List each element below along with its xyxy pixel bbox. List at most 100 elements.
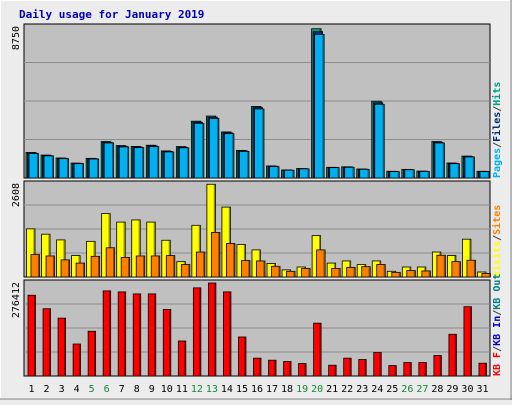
bar-kb-f-day-30 xyxy=(463,306,472,377)
bar-pages-day-18 xyxy=(284,169,295,179)
x-label-day-13: 13 xyxy=(206,384,218,395)
x-label-day-17: 17 xyxy=(266,384,278,395)
bar-pages-day-13-body xyxy=(208,118,220,179)
day-6-bars xyxy=(102,290,112,377)
chart-panels: 8750Pages/Files/Hits2608Visits/Sites2764… xyxy=(11,23,503,377)
bar-pages-day-18-body xyxy=(284,169,295,179)
bar-pages-day-8 xyxy=(133,147,145,179)
bar-sites-day-31-shade xyxy=(488,273,491,277)
bar-sites-day-9-shade xyxy=(158,256,160,277)
bar-pages-day-2-shade xyxy=(51,156,54,178)
bar-kb-f-day-20 xyxy=(313,322,322,377)
bar-kb-f-day-25 xyxy=(388,365,397,377)
chart-title: Daily usage for January 2019 xyxy=(19,8,204,21)
bar-pages-day-5-body xyxy=(88,158,100,179)
legend-label-0: KB F xyxy=(492,352,503,376)
day-20-bars xyxy=(311,28,325,179)
legend-label-2: Files xyxy=(491,112,503,142)
bar-pages-day-29-body xyxy=(449,163,460,179)
bar-kb-f-day-27-shade xyxy=(424,362,426,376)
day-12-bars xyxy=(192,287,202,377)
series-legend: KB F/KB In/KB Out xyxy=(492,274,503,376)
bar-kb-f-day-19 xyxy=(298,363,307,377)
legend-label-0: Visits xyxy=(491,241,503,277)
day-25-bars xyxy=(386,270,401,278)
bar-kb-f-day-1 xyxy=(27,294,36,377)
bar-pages-day-22-shade xyxy=(352,167,354,178)
bar-sites-day-15 xyxy=(241,260,251,278)
bar-sites-day-19-body xyxy=(301,268,311,278)
bar-kb-f-day-9 xyxy=(147,293,157,377)
legend-label-0: Pages xyxy=(492,148,503,178)
bar-sites-day-20-shade xyxy=(323,250,325,277)
bar-sites-day-22-shade xyxy=(353,267,355,277)
day-5-bars xyxy=(85,157,100,179)
x-label-day-4: 4 xyxy=(74,384,80,395)
x-axis-labels: 1 2 3 4 5 6 7 8 9 10 11 12 13 14 15 16 17 18 19 20 21 22 23 24 2… xyxy=(29,384,489,395)
bar-kb-f-day-15-shade xyxy=(244,337,246,376)
bar-kb-f-day-6 xyxy=(102,290,112,377)
bar-sites-day-7-body xyxy=(120,256,131,278)
day-21-bars xyxy=(326,166,340,179)
bar-kb-f-day-11 xyxy=(177,340,187,377)
bar-sites-day-16 xyxy=(256,260,266,278)
day-29-bars xyxy=(448,333,457,377)
day-23-bars xyxy=(356,168,370,179)
bar-kb-f-day-13-body xyxy=(207,282,217,377)
bar-pages-day-20-shade xyxy=(322,34,324,178)
day-18-bars xyxy=(283,361,292,377)
bar-pages-day-9-shade xyxy=(157,146,159,178)
bar-sites-day-28 xyxy=(436,254,446,278)
day-22-bars xyxy=(341,260,356,278)
y-max-label: 276412 xyxy=(11,282,22,318)
bar-pages-day-20-body xyxy=(314,34,325,179)
day-22-bars xyxy=(343,357,352,377)
bar-pages-day-28-shade xyxy=(442,143,444,178)
bar-kb-f-day-20-body xyxy=(313,322,322,377)
bar-pages-day-11-shade xyxy=(187,148,189,178)
day-23-bars xyxy=(356,264,371,278)
day-2-bars xyxy=(41,233,55,278)
day-1-bars xyxy=(27,294,36,377)
x-label-day-21: 21 xyxy=(326,384,338,395)
x-label-day-30: 30 xyxy=(461,384,473,395)
bar-pages-day-11-body xyxy=(178,147,190,179)
bar-sites-day-14 xyxy=(226,243,236,278)
day-9-bars xyxy=(146,221,161,278)
panel-kbytes: 276412 KB F/KB In/KB Out xyxy=(11,274,503,377)
bar-kb-f-day-31-shade xyxy=(484,363,487,376)
bar-sites-day-26 xyxy=(406,270,416,278)
bar-pages-day-8-body xyxy=(133,147,145,179)
day-3-bars xyxy=(57,317,66,377)
y-max-label: 8750 xyxy=(11,26,22,50)
bar-sites-day-30 xyxy=(466,259,476,278)
bar-pages-day-27 xyxy=(419,171,430,179)
bar-pages-day-5 xyxy=(88,158,100,179)
x-label-day-25: 25 xyxy=(386,384,398,395)
day-26-bars xyxy=(401,266,416,278)
bar-kb-f-day-25-body xyxy=(388,365,397,377)
bar-kb-f-day-11-shade xyxy=(184,341,186,376)
bar-kb-f-day-18-body xyxy=(283,361,292,377)
day-3-bars xyxy=(56,239,70,278)
x-label-day-1: 1 xyxy=(29,384,35,395)
bar-pages-day-31-body xyxy=(479,171,490,179)
bar-pages-day-27-body xyxy=(419,171,430,179)
bar-pages-day-20 xyxy=(314,34,325,179)
x-label-day-15: 15 xyxy=(236,384,248,395)
bar-pages-day-2-body xyxy=(43,155,54,179)
bar-pages-day-24-shade xyxy=(382,104,384,178)
bar-kb-f-day-13 xyxy=(207,282,217,377)
bar-kb-f-day-22 xyxy=(343,357,352,377)
bar-kb-f-day-20-shade xyxy=(319,323,321,376)
bar-kb-f-day-14-body xyxy=(223,291,232,377)
bar-kb-f-day-19-body xyxy=(298,363,307,377)
bar-kb-f-day-14-shade xyxy=(229,292,231,376)
bar-kb-f-day-28 xyxy=(433,355,442,377)
bar-sites-day-3 xyxy=(60,259,70,278)
bar-pages-day-3-shade xyxy=(66,159,69,178)
bar-pages-day-5-shade xyxy=(97,159,99,178)
day-3-bars xyxy=(55,157,69,179)
